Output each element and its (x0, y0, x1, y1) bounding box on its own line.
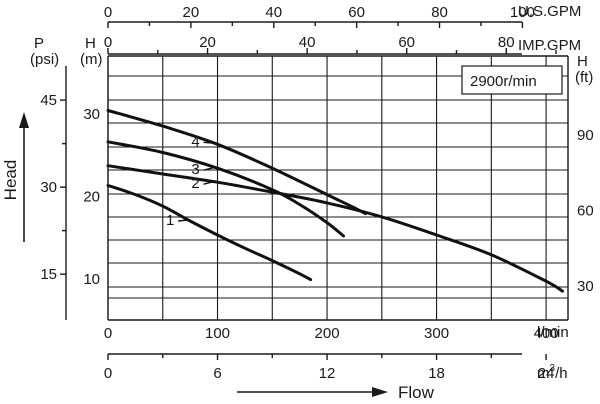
bottom-axis-lmin: 0 100 200 300 400 (104, 325, 559, 342)
lmin-tick-label: 200 (315, 325, 340, 342)
m3h-tick-label: 6 (213, 365, 221, 382)
curve-4 (106, 109, 367, 216)
usgpm-tick-label: 40 (265, 4, 282, 21)
ylabel-head: Head (1, 160, 20, 201)
usgpm-tick-label: 80 (431, 4, 448, 21)
m3h-tick-label: 18 (428, 365, 445, 382)
bottom-axis-m3h: 0 6 12 18 24 (104, 354, 555, 382)
usgpm-tick-label: 0 (104, 4, 112, 21)
curve-label-leader (203, 166, 216, 171)
psi-tick-label: 45 (40, 92, 57, 109)
m3h-tick-label: 0 (104, 365, 112, 382)
ft-tick-label: 90 (577, 127, 594, 144)
unit-psi: P (psi) (30, 35, 59, 68)
usgpm-tick-label: 60 (348, 4, 365, 21)
curve-label-4: 4 (191, 133, 199, 150)
xlabel-flow: Flow (398, 383, 435, 402)
m-tick-label: 30 (83, 106, 100, 123)
top-axis-usgpm: 0 20 40 60 80 100 (104, 4, 535, 28)
lmin-tick-label: 400 (534, 325, 559, 342)
m3h-tick-label: 24 (538, 365, 555, 382)
flow-arrow-icon (372, 387, 388, 397)
right-axis-ft: 30 60 90 (577, 127, 594, 295)
curve-label-leader (178, 219, 189, 222)
curve-label-leader (203, 180, 216, 185)
unit-m3h: m3/h (537, 363, 568, 382)
ft-tick-label: 30 (577, 278, 594, 295)
lmin-tick-label: 0 (104, 325, 112, 342)
curve-3 (106, 140, 345, 238)
impgpm-tick-label: 40 (299, 34, 316, 51)
curves: 1 23 4 (106, 109, 564, 293)
curve-label-3: 3 (191, 161, 199, 178)
unit-ft: H (ft) (575, 53, 593, 86)
ft-tick-label: 60 (577, 202, 594, 219)
top-axis-impgpm: 0 20 40 60 80 (104, 34, 557, 54)
psi-tick-label: 15 (40, 266, 57, 283)
curve-1 (106, 184, 313, 282)
m3h-tick-label: 12 (319, 365, 336, 382)
left-axis-m: 10 20 30 (83, 106, 100, 288)
m-tick-label: 20 (83, 188, 100, 205)
lmin-tick-label: 100 (205, 325, 230, 342)
psi-tick-label: 30 (40, 179, 57, 196)
lmin-tick-label: 300 (424, 325, 449, 342)
impgpm-tick-label: 0 (104, 34, 112, 51)
curve-label-1: 1 (166, 212, 174, 229)
speed-annotation-box (461, 65, 563, 95)
usgpm-tick-label: 100 (510, 4, 535, 21)
unit-usgpm: U.S.GPM (518, 3, 581, 20)
unit-m: H (m) (80, 35, 103, 68)
curve-label-leader (203, 141, 216, 144)
left-axis-psi: 15 30 45 (40, 92, 66, 283)
usgpm-tick-label: 20 (183, 4, 200, 21)
curve-label-2: 2 (191, 175, 199, 192)
unit-lmin: l/min (537, 324, 569, 341)
impgpm-tick-label: 20 (199, 34, 216, 51)
grid (107, 55, 568, 321)
axes-frame (65, 21, 569, 355)
m-tick-label: 10 (83, 271, 100, 288)
head-arrow-icon (19, 112, 29, 128)
impgpm-tick-label: 60 (398, 34, 415, 51)
unit-impgpm: IMP.GPM (518, 37, 581, 54)
impgpm-tick-label: 80 (498, 34, 515, 51)
speed-annotation: 2900r/min (470, 73, 537, 90)
